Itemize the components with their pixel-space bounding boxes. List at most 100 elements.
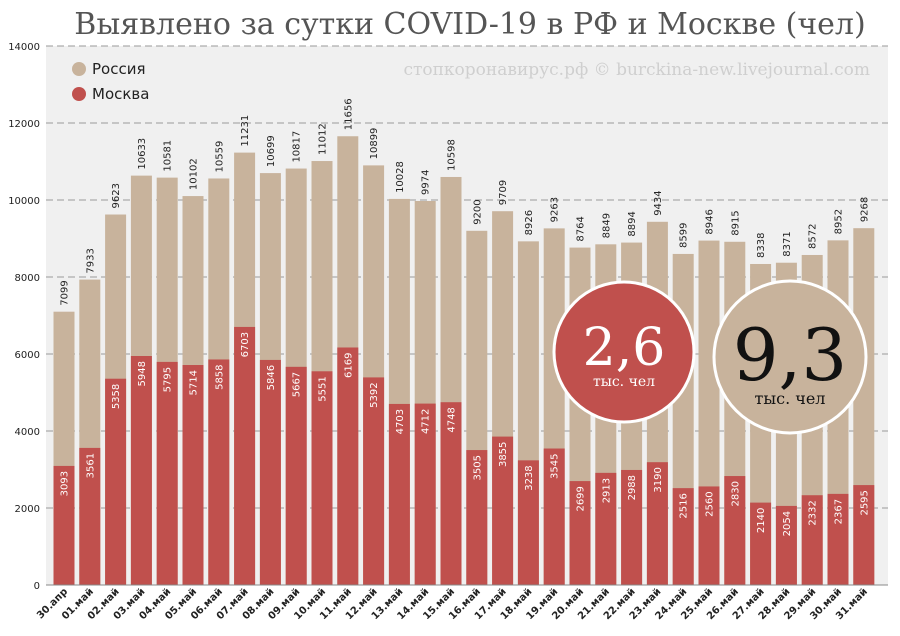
data-label-moscow: 3561 (85, 453, 96, 478)
bar-moscow (234, 326, 256, 585)
data-label-russia: 10899 (369, 128, 380, 160)
callout-russia-circle (712, 279, 868, 435)
watermark: стопкоронавирус.рф © burckina-new.livejo… (403, 60, 870, 80)
data-label-russia: 8894 (627, 211, 638, 236)
data-label-moscow: 3545 (550, 454, 561, 479)
legend-label-russia: Россия (92, 60, 146, 78)
bar-moscow (440, 402, 462, 585)
data-label-moscow: 2699 (576, 486, 587, 511)
bar-moscow (337, 347, 359, 585)
y-axis-ticks: 0 2000 4000 6000 8000 10000 12000 14000 (8, 42, 40, 592)
bar-moscow (182, 365, 204, 585)
data-label-russia: 8915 (730, 210, 741, 235)
data-label-moscow: 2516 (679, 493, 690, 518)
bar-moscow (259, 359, 281, 585)
bar-moscow (414, 403, 436, 585)
x-axis-ticks: 30.апр01.май02.май03.май04.май05.май06.м… (35, 584, 888, 622)
data-label-russia: 8952 (834, 209, 845, 234)
bar-moscow (569, 481, 591, 585)
legend-swatch-moscow (72, 87, 86, 101)
data-label-russia: 9200 (472, 199, 483, 224)
data-label-moscow: 5667 (292, 372, 303, 397)
legend-label-moscow: Москва (92, 85, 149, 103)
data-label-moscow: 6169 (343, 352, 354, 377)
data-label-russia: 10633 (137, 138, 148, 170)
data-label-russia: 10699 (266, 135, 277, 167)
callout-russia: 9,3 тыс. чел (712, 279, 868, 435)
bar-moscow (156, 361, 178, 585)
data-label-moscow: 4712 (421, 409, 432, 434)
data-label-russia: 9623 (111, 183, 122, 208)
callout-moscow-value: 2,6 (583, 318, 666, 378)
data-label-russia: 8371 (782, 231, 793, 256)
data-label-moscow: 3855 (498, 442, 509, 467)
bar-moscow (363, 377, 385, 585)
bar-moscow (672, 488, 694, 585)
data-label-moscow: 3238 (524, 465, 535, 490)
data-label-russia: 8338 (756, 233, 767, 258)
y-tick-label: 6000 (15, 350, 40, 361)
data-label-moscow: 2054 (782, 511, 793, 536)
data-label-moscow: 2830 (730, 481, 741, 506)
data-label-moscow: 5551 (318, 376, 329, 401)
bar-moscow (827, 493, 849, 585)
data-label-russia: 11656 (343, 98, 354, 130)
data-label-russia: 10817 (292, 131, 303, 163)
data-label-russia: 9268 (859, 197, 870, 222)
bar-moscow (130, 356, 152, 585)
data-label-russia: 10028 (395, 161, 406, 193)
y-tick-label: 2000 (15, 504, 40, 515)
data-label-moscow: 4748 (447, 407, 458, 432)
data-label-russia: 9263 (550, 197, 561, 222)
data-label-moscow: 5858 (214, 364, 225, 389)
y-tick-label: 0 (34, 581, 40, 592)
data-label-moscow: 5795 (163, 367, 174, 392)
data-label-russia: 10102 (189, 158, 200, 190)
data-label-moscow: 2560 (705, 491, 716, 516)
y-tick-label: 10000 (8, 196, 40, 207)
data-label-moscow: 2913 (601, 478, 612, 503)
data-label-moscow: 2140 (756, 508, 767, 533)
bar-moscow (543, 448, 565, 585)
callout-russia-value: 9,3 (733, 313, 848, 397)
bar-moscow (388, 403, 410, 585)
data-label-moscow: 3505 (472, 455, 483, 480)
y-tick-label: 4000 (15, 427, 40, 438)
bar-moscow (724, 476, 746, 585)
data-label-russia: 8926 (524, 210, 535, 235)
bar-moscow (646, 462, 668, 585)
data-label-russia: 8849 (601, 213, 612, 238)
data-label-moscow: 3190 (653, 467, 664, 492)
bar-moscow (285, 366, 307, 585)
bar-moscow (853, 485, 875, 585)
data-label-moscow: 5358 (111, 384, 122, 409)
bar-moscow (79, 447, 101, 585)
legend-swatch-russia (72, 62, 86, 76)
bar-moscow (517, 460, 539, 585)
y-tick-label: 8000 (15, 273, 40, 284)
data-label-russia: 8764 (576, 216, 587, 241)
bar-moscow (105, 378, 127, 585)
data-label-russia: 11012 (318, 123, 329, 155)
data-label-moscow: 2988 (627, 475, 638, 500)
data-label-moscow: 6703 (240, 332, 251, 357)
legend: Россия Москва (72, 60, 149, 103)
bar-moscow (775, 505, 797, 585)
callout-moscow-circle (552, 280, 696, 424)
bar-moscow (492, 436, 514, 585)
chart-title: Выявлено за сутки COVID-19 в РФ и Москве… (74, 7, 865, 42)
data-label-moscow: 4703 (395, 409, 406, 434)
data-label-moscow: 5846 (266, 365, 277, 390)
data-label-russia: 9709 (498, 180, 509, 205)
data-label-russia: 9434 (653, 190, 664, 215)
bar-moscow (466, 450, 488, 585)
data-label-moscow: 3093 (60, 471, 71, 496)
bar-moscow (208, 359, 230, 585)
data-label-russia: 10581 (163, 140, 174, 172)
data-label-russia: 11231 (240, 115, 251, 147)
bar-moscow (53, 465, 75, 585)
data-label-moscow: 5714 (189, 370, 200, 395)
data-label-russia: 10559 (214, 141, 225, 173)
data-label-russia: 10598 (447, 139, 458, 171)
